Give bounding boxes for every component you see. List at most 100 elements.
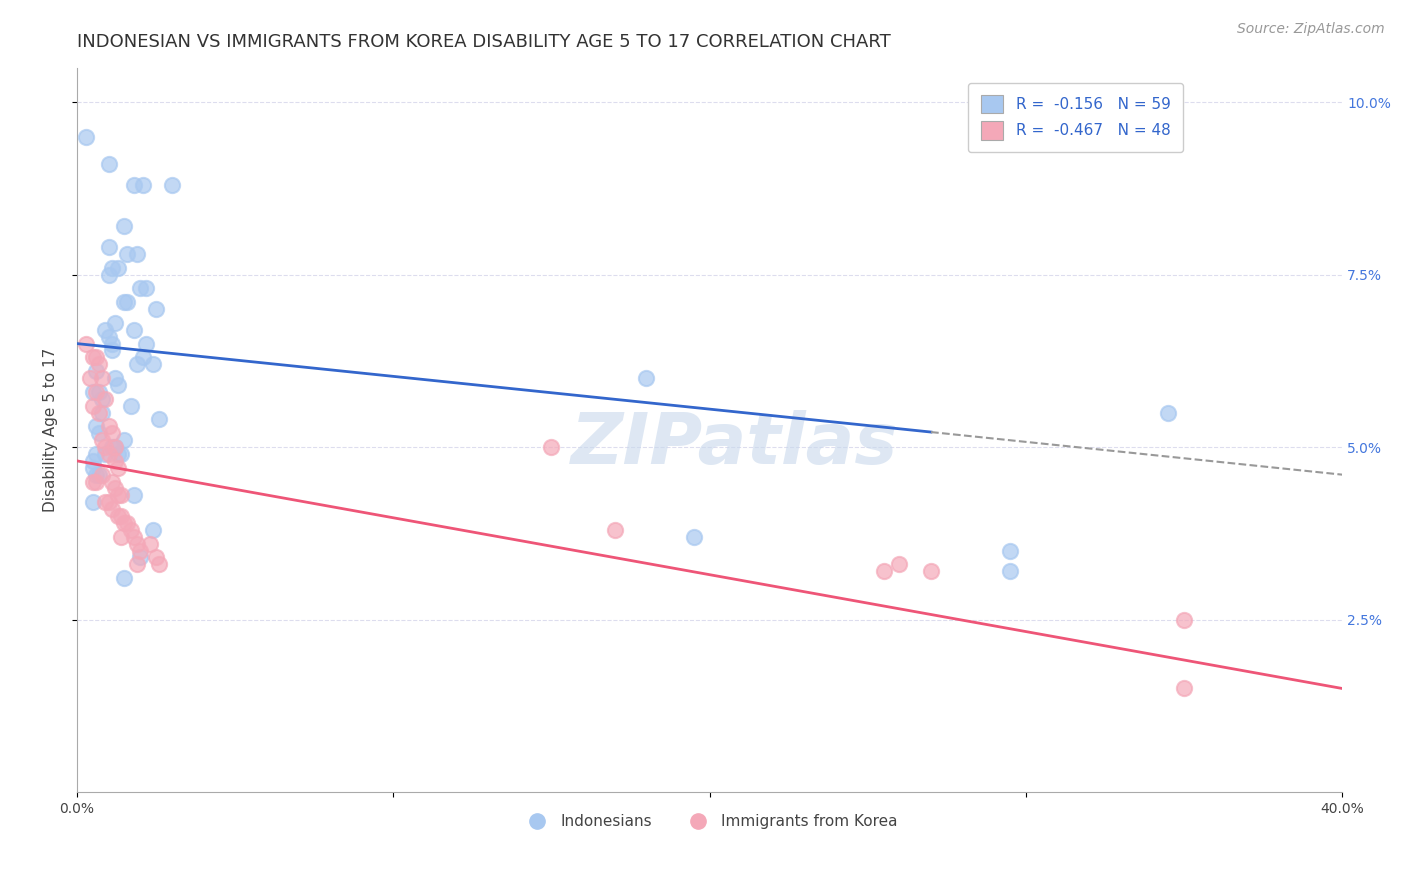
Point: [107, 488, 129, 502]
Point: [1173, 613, 1195, 627]
Point: [132, 351, 155, 365]
Point: [91, 406, 114, 420]
Point: [129, 543, 152, 558]
Point: [998, 543, 1021, 558]
Point: [107, 378, 129, 392]
Point: [682, 530, 704, 544]
Point: [75, 336, 97, 351]
Point: [87, 406, 110, 420]
Point: [84, 447, 107, 461]
Text: INDONESIAN VS IMMIGRANTS FROM KOREA DISABILITY AGE 5 TO 17 CORRELATION CHART: INDONESIAN VS IMMIGRANTS FROM KOREA DISA…: [77, 33, 890, 51]
Point: [117, 295, 139, 310]
Point: [104, 440, 127, 454]
Point: [110, 447, 132, 461]
Point: [122, 178, 145, 192]
Point: [82, 454, 104, 468]
Point: [104, 371, 127, 385]
Point: [107, 260, 129, 275]
Point: [91, 467, 114, 482]
Point: [132, 178, 155, 192]
Point: [100, 440, 122, 454]
Point: [94, 392, 117, 406]
Point: [97, 495, 120, 509]
Point: [82, 384, 104, 399]
Point: [122, 323, 145, 337]
Point: [148, 558, 170, 572]
Point: [97, 157, 120, 171]
Point: [110, 488, 132, 502]
Point: [87, 467, 110, 482]
Point: [129, 550, 152, 565]
Text: Source: ZipAtlas.com: Source: ZipAtlas.com: [1237, 22, 1385, 37]
Point: [122, 488, 145, 502]
Point: [97, 329, 120, 343]
Point: [112, 571, 135, 585]
Point: [129, 281, 152, 295]
Point: [142, 523, 165, 537]
Point: [97, 268, 120, 282]
Point: [94, 447, 117, 461]
Point: [125, 558, 148, 572]
Point: [112, 295, 135, 310]
Point: [100, 426, 122, 441]
Point: [82, 351, 104, 365]
Point: [125, 247, 148, 261]
Point: [91, 392, 114, 406]
Point: [107, 509, 129, 524]
Point: [84, 467, 107, 482]
Point: [107, 460, 129, 475]
Point: [135, 336, 157, 351]
Point: [122, 530, 145, 544]
Point: [100, 343, 122, 358]
Point: [104, 482, 127, 496]
Point: [120, 399, 142, 413]
Point: [104, 440, 127, 454]
Point: [117, 516, 139, 530]
Point: [125, 536, 148, 550]
Point: [100, 502, 122, 516]
Point: [148, 412, 170, 426]
Point: [117, 247, 139, 261]
Point: [91, 433, 114, 447]
Point: [84, 351, 107, 365]
Point: [107, 447, 129, 461]
Point: [998, 564, 1021, 578]
Point: [104, 316, 127, 330]
Point: [603, 523, 626, 537]
Point: [82, 495, 104, 509]
Point: [138, 536, 160, 550]
Point: [110, 509, 132, 524]
Text: ZIPatlas: ZIPatlas: [571, 409, 898, 479]
Point: [82, 399, 104, 413]
Point: [1157, 406, 1180, 420]
Legend: Indonesians, Immigrants from Korea: Indonesians, Immigrants from Korea: [516, 808, 903, 835]
Point: [75, 129, 97, 144]
Point: [112, 433, 135, 447]
Point: [84, 419, 107, 434]
Point: [120, 523, 142, 537]
Point: [82, 460, 104, 475]
Point: [82, 475, 104, 489]
Point: [94, 323, 117, 337]
Point: [872, 564, 894, 578]
Point: [94, 440, 117, 454]
Point: [84, 364, 107, 378]
Point: [145, 302, 167, 317]
Point: [97, 447, 120, 461]
Point: [79, 371, 101, 385]
Point: [636, 371, 658, 385]
Point: [87, 357, 110, 371]
Point: [100, 475, 122, 489]
Point: [110, 530, 132, 544]
Point: [91, 371, 114, 385]
Point: [142, 357, 165, 371]
Point: [1173, 681, 1195, 696]
Point: [135, 281, 157, 295]
Point: [87, 384, 110, 399]
Point: [145, 550, 167, 565]
Point: [84, 384, 107, 399]
Point: [97, 240, 120, 254]
Point: [160, 178, 183, 192]
Point: [84, 475, 107, 489]
Point: [112, 516, 135, 530]
